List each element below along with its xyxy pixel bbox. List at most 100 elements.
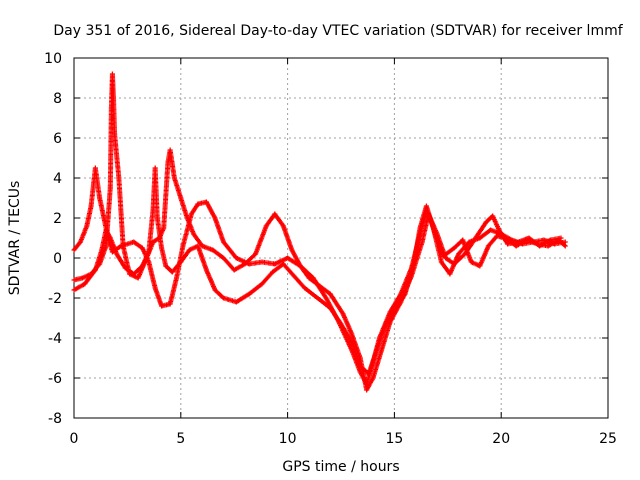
data-point [233,255,239,261]
data-point [120,243,126,249]
data-point [116,175,122,181]
data-point [174,275,180,281]
data-point [171,175,177,181]
data-point [167,301,173,307]
data-point [135,275,141,281]
data-point [180,243,186,249]
x-tick-label: 0 [70,431,79,447]
data-point [402,291,408,297]
data-point [513,243,519,249]
data-point [88,203,94,209]
data-point [103,227,109,233]
data-point [438,259,444,265]
data-point [150,207,156,213]
data-point [280,261,286,267]
series-trace-a [71,165,568,387]
data-point [417,225,423,231]
data-point [272,261,278,267]
data-point [411,261,417,267]
y-tick-label: 8 [53,91,62,107]
y-tick-label: -6 [48,371,62,387]
data-point [163,263,169,269]
data-point [146,249,152,255]
data-point [297,263,303,269]
data-point [107,185,113,191]
data-point [357,363,363,369]
data-point [203,267,209,273]
data-points [71,71,568,393]
data-point [199,243,205,249]
series-trace-c [71,165,568,377]
y-tick-label: -8 [48,411,62,427]
data-point [259,281,265,287]
data-point [562,243,568,249]
data-point [391,307,397,313]
data-point [289,247,295,253]
data-point [263,223,269,229]
data-point [99,247,105,253]
data-point [131,271,137,277]
data-point [101,215,107,221]
x-tick-label: 15 [385,431,403,447]
data-point [112,131,118,137]
data-point [178,195,184,201]
y-tick-label: 10 [44,51,62,67]
data-point [210,247,216,253]
chart-title: Day 351 of 2016, Sidereal Day-to-day VTE… [53,23,623,39]
axis-ticks: -8 -6 -4 -2 0 2 4 6 8 10 0 5 10 15 20 25 [44,51,617,447]
data-point [505,241,511,247]
data-point [451,261,457,267]
data-point [122,265,128,271]
data-point [108,105,114,111]
data-point [114,251,120,257]
data-point [178,259,184,265]
data-point [496,227,502,233]
data-point [97,195,103,201]
data-point [285,255,291,261]
data-point [131,239,137,245]
series-markers [71,165,567,377]
x-tick-label: 20 [492,431,510,447]
series-markers [71,165,567,387]
data-point [524,237,530,243]
data-point [233,299,239,305]
data-point [366,371,372,377]
data-point [462,251,468,257]
data-point [159,245,165,251]
data-point [441,253,447,259]
data-point [340,311,346,317]
data-point [165,159,171,165]
data-point [419,239,425,245]
data-point [374,345,380,351]
data-point [556,237,562,243]
data-point [272,211,278,217]
data-point [154,215,160,221]
data-point [488,227,494,233]
y-tick-label: 6 [53,131,62,147]
data-point [547,237,553,243]
data-point [483,219,489,225]
data-point [280,223,286,229]
plot-frame [73,57,609,419]
data-point [109,71,115,77]
data-point [423,203,429,209]
data-point [473,235,479,241]
data-point [306,275,312,281]
data-point [139,263,145,269]
data-point [349,331,355,337]
data-point [494,233,500,239]
data-point [327,291,333,297]
data-point [203,199,209,205]
data-point [315,295,321,301]
y-axis-label: SDTVAR / TECUs [7,181,23,296]
data-point [212,215,218,221]
data-point [111,95,117,101]
data-point [349,339,355,345]
x-axis-label: GPS time / hours [282,459,399,475]
data-point [82,281,88,287]
data-point [364,387,370,393]
data-point [139,245,145,251]
data-point [92,267,98,273]
data-point [159,303,165,309]
